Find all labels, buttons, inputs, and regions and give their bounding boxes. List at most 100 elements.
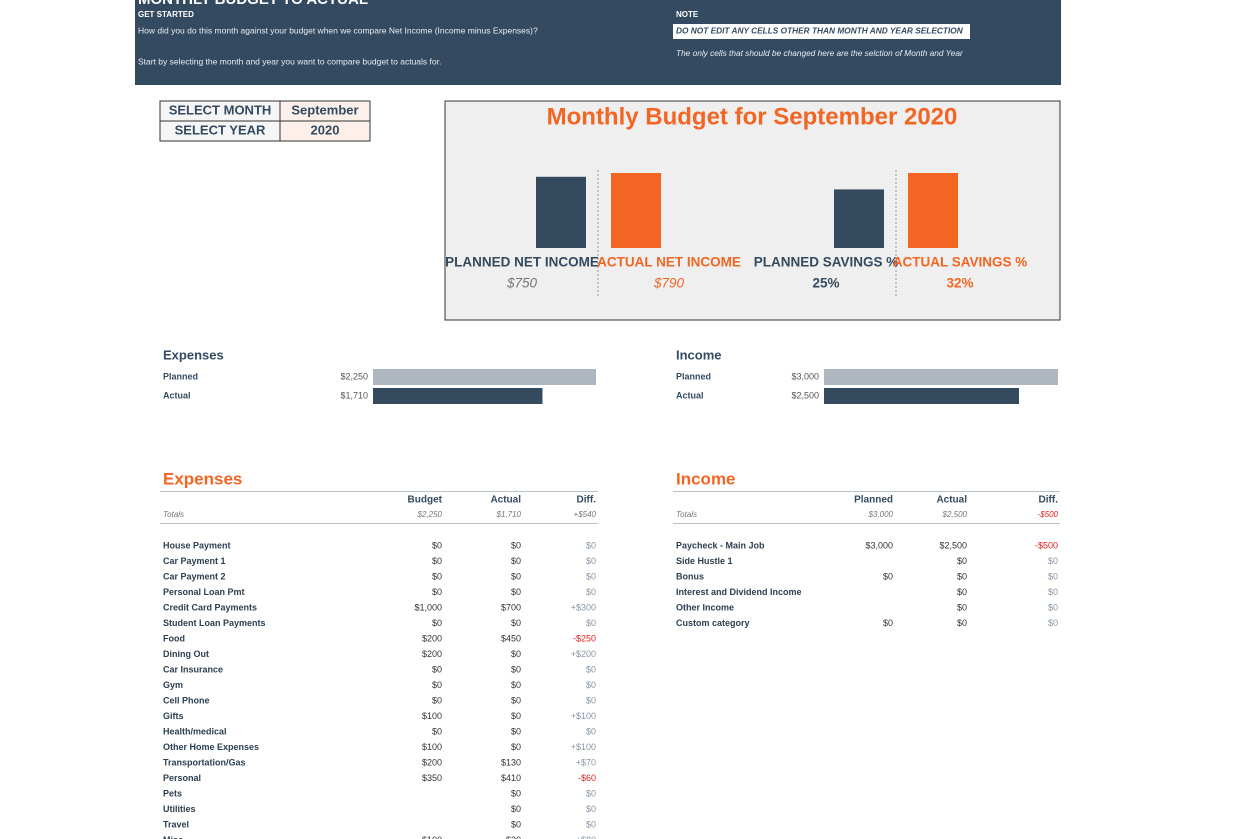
column-header: Actual <box>936 495 967 506</box>
diff-cell: +$70 <box>576 757 596 767</box>
row-label: Health/medical <box>163 726 227 736</box>
select-label: SELECT YEAR <box>175 122 266 137</box>
amount-cell: $100 <box>422 711 442 721</box>
totals-value: -$500 <box>1038 510 1059 519</box>
row-label: Utilities <box>163 804 196 814</box>
amount-cell: $0 <box>432 664 442 674</box>
bar <box>373 369 596 385</box>
amount-cell: $0 <box>511 618 521 628</box>
chart-title: Income <box>676 347 722 362</box>
amount-cell: $100 <box>422 742 442 752</box>
totals-value: +$540 <box>574 510 597 519</box>
summary-label: PLANNED SAVINGS % <box>754 255 899 270</box>
summary-value: 25% <box>812 276 839 291</box>
row-label: Food <box>163 633 185 643</box>
diff-cell: $0 <box>586 618 596 628</box>
bar-label: Planned <box>163 371 198 381</box>
row-label: Car Insurance <box>163 664 223 674</box>
select-value: September <box>291 102 358 117</box>
diff-cell: +$100 <box>571 711 596 721</box>
amount-cell: $700 <box>501 602 521 612</box>
bar-value: $2,250 <box>340 371 368 381</box>
amount-cell: $0 <box>511 649 521 659</box>
totals-value: $2,500 <box>942 510 968 519</box>
row-label: Paycheck - Main Job <box>676 540 765 550</box>
row-label: Other Income <box>676 602 734 612</box>
warning-text: DO NOT EDIT ANY CELLS OTHER THAN MONTH A… <box>676 26 964 36</box>
diff-cell: +$300 <box>571 602 596 612</box>
amount-cell: $0 <box>511 556 521 566</box>
summary-value: 32% <box>946 276 973 291</box>
amount-cell: $0 <box>883 571 893 581</box>
amount-cell: $200 <box>422 649 442 659</box>
diff-cell: -$60 <box>578 773 596 783</box>
table-title: Expenses <box>163 469 242 488</box>
bar-label: Planned <box>676 371 711 381</box>
row-label: Pets <box>163 788 182 798</box>
row-label: Other Home Expenses <box>163 742 259 752</box>
amount-cell: $100 <box>422 835 442 839</box>
column-header: Diff. <box>1039 495 1059 506</box>
note-text: The only cells that should be changed he… <box>676 48 964 58</box>
diff-cell: +$200 <box>571 649 596 659</box>
select-value: 2020 <box>311 122 340 137</box>
column-header: Budget <box>408 495 443 506</box>
amount-cell: $0 <box>432 680 442 690</box>
diff-cell: $0 <box>586 587 596 597</box>
column-header: Actual <box>490 495 521 506</box>
summary-value: $790 <box>653 276 685 291</box>
intro-text: How did you do this month against your b… <box>138 25 538 35</box>
amount-cell: $200 <box>422 757 442 767</box>
amount-cell: $0 <box>511 680 521 690</box>
diff-cell: $0 <box>586 556 596 566</box>
select-value-cell[interactable] <box>279 120 371 142</box>
row-label: Student Loan Payments <box>163 618 266 628</box>
bar <box>824 369 1058 385</box>
row-label: Transportation/Gas <box>163 757 246 767</box>
totals-value: $2,250 <box>417 510 443 519</box>
section-label: GET STARTED <box>138 10 194 19</box>
bar-label: Actual <box>676 390 704 400</box>
totals-value: $1,710 <box>496 510 522 519</box>
summary-bar <box>834 189 884 248</box>
amount-cell: $0 <box>511 711 521 721</box>
amount-cell: $2,500 <box>939 540 967 550</box>
amount-cell: $3,000 <box>865 540 893 550</box>
amount-cell: $0 <box>511 571 521 581</box>
row-label: Gym <box>163 680 183 690</box>
diff-cell: +$80 <box>576 835 596 839</box>
bar-value: $3,000 <box>791 371 819 381</box>
diff-cell: $0 <box>586 788 596 798</box>
amount-cell: $20 <box>506 835 521 839</box>
row-label: Travel <box>163 819 189 829</box>
summary-label: ACTUAL NET INCOME <box>597 255 741 270</box>
diff-cell: $0 <box>586 819 596 829</box>
diff-cell: $0 <box>586 571 596 581</box>
bar <box>824 388 1019 404</box>
amount-cell: $0 <box>957 602 967 612</box>
row-label: Interest and Dividend Income <box>676 587 802 597</box>
amount-cell: $0 <box>511 742 521 752</box>
row-label: Misc <box>163 835 183 839</box>
diff-cell: $0 <box>1048 602 1058 612</box>
row-label: Custom category <box>676 618 750 628</box>
amount-cell: $0 <box>432 587 442 597</box>
amount-cell: $0 <box>957 587 967 597</box>
amount-cell: $0 <box>511 819 521 829</box>
amount-cell: $410 <box>501 773 521 783</box>
diff-cell: $0 <box>586 726 596 736</box>
section-label: NOTE <box>676 10 699 19</box>
select-label: SELECT MONTH <box>169 102 272 117</box>
amount-cell: $0 <box>511 695 521 705</box>
amount-cell: $0 <box>432 556 442 566</box>
amount-cell: $0 <box>432 571 442 581</box>
amount-cell: $0 <box>511 587 521 597</box>
amount-cell: $0 <box>957 571 967 581</box>
diff-cell: $0 <box>1048 556 1058 566</box>
totals-label: Totals <box>676 510 697 519</box>
amount-cell: $0 <box>511 540 521 550</box>
diff-cell: +$100 <box>571 742 596 752</box>
row-label: Car Payment 2 <box>163 571 226 581</box>
warning-box <box>673 24 970 39</box>
summary-bar <box>536 176 586 248</box>
